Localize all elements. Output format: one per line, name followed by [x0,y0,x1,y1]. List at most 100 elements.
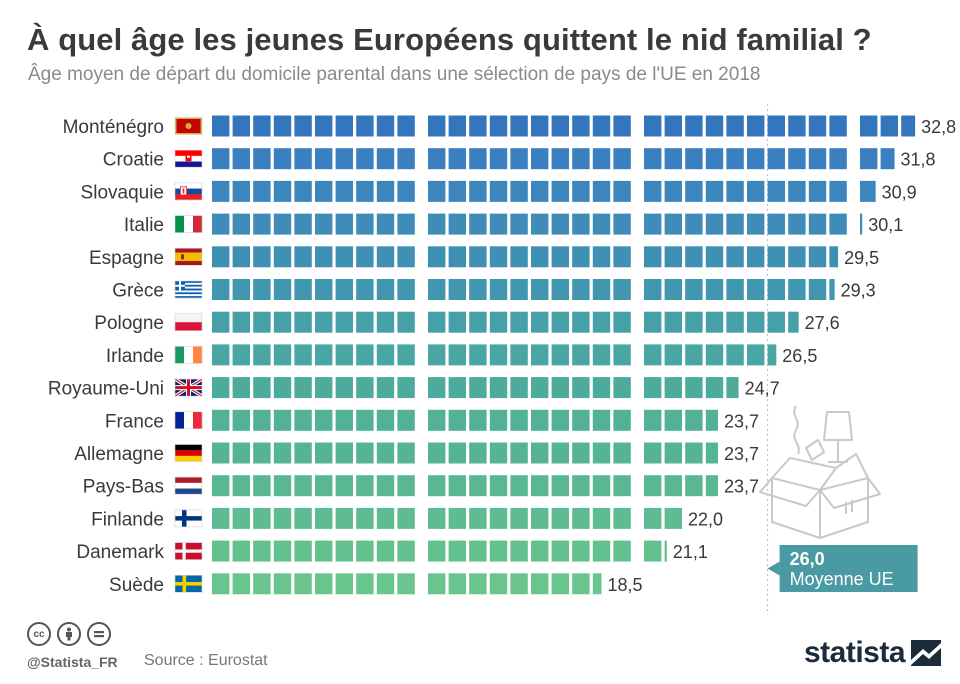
bar-block [448,115,466,137]
bar-block [531,148,549,170]
category-label: Pologne [94,313,164,334]
bar-block [273,311,292,333]
bar-block [294,507,312,529]
value-label: 21,1 [673,542,708,562]
category-label: Slovaquie [81,182,164,203]
bar-block [705,344,724,366]
value-label: 29,3 [841,281,876,301]
bar-block [592,475,611,497]
bar-block [376,279,395,300]
bar-block [726,311,744,333]
bar-block [273,115,292,137]
bar-block-partial [860,180,876,202]
bar-block [572,507,590,529]
bar-block [664,311,682,333]
category-label: Grèce [112,281,164,302]
germany-flag-icon [174,444,203,462]
bar-block [489,507,508,529]
bar-block [232,115,250,137]
bar-block [572,540,590,562]
value-label: 23,7 [724,411,759,431]
bar-block [315,180,333,202]
bar-block [664,213,682,235]
bar-block [510,475,528,497]
bar-block [232,311,250,333]
sweden-flag-icon [174,574,203,593]
bar-block [685,475,703,497]
bar-block [335,573,353,595]
bar-block [273,279,292,300]
bar-block [788,148,806,170]
bar-block [294,377,312,399]
statista-logo[interactable]: statista [804,636,942,670]
bar-block [726,180,744,202]
bar-block [232,377,250,399]
bar-block [551,442,569,464]
bar-block [469,409,487,431]
value-label: 24,7 [745,379,780,399]
bar [212,377,739,399]
bar-block [356,409,374,431]
category-label: Irlande [106,346,164,367]
bar-block [551,507,569,529]
bar-block [510,311,528,333]
social-handle[interactable]: @Statista_FR [27,654,118,670]
bar-block [767,279,785,300]
bar-block [572,409,590,431]
bar-block [685,442,703,464]
bar-block [397,246,415,268]
bar-block [253,540,271,562]
bar-block [397,279,415,300]
bar-block [644,409,662,431]
bar-block [808,246,827,268]
bar-block [613,246,631,268]
category-label: France [105,411,164,432]
slovakia-flag-icon [174,182,203,201]
nd-icon [87,622,111,646]
value-label: 29,5 [844,248,879,268]
bar-block [572,573,590,595]
bar-block [664,507,682,529]
bar-block [232,573,250,595]
bar-block [767,246,785,268]
bar-block [551,573,569,595]
bar-block [685,213,703,235]
value-label: 32,8 [921,117,956,137]
italy-flag-icon [174,215,203,233]
bar-block [428,475,446,497]
bar-block [613,442,631,464]
bar-block [448,246,466,268]
bar-block [788,180,806,202]
bar-block [880,115,898,137]
bar-block [448,311,466,333]
bar-block [448,180,466,202]
bar-block [397,442,415,464]
bar-block [685,409,703,431]
bar-block [448,377,466,399]
bar-block [469,540,487,562]
bar-block [356,540,374,562]
value-label: 22,0 [688,509,723,529]
bar-block [644,279,662,300]
bar-block [294,409,312,431]
bar-block [315,507,333,529]
category-label: Espagne [89,248,164,269]
bar-block [376,115,395,137]
bar-block [376,311,395,333]
bar-block [551,279,569,300]
bar-block [376,148,395,170]
value-label: 18,5 [608,575,643,595]
bar-block [613,148,631,170]
bar-block [335,377,353,399]
bar-block [428,409,446,431]
bar-block-partial [880,148,895,170]
bar-block [294,573,312,595]
category-label: Danemark [76,542,164,563]
bar-block [356,311,374,333]
bar-block [356,507,374,529]
bar-block [808,213,827,235]
bar-block [294,475,312,497]
bar-block [294,279,312,300]
bar [212,213,863,235]
by-icon [57,622,81,646]
